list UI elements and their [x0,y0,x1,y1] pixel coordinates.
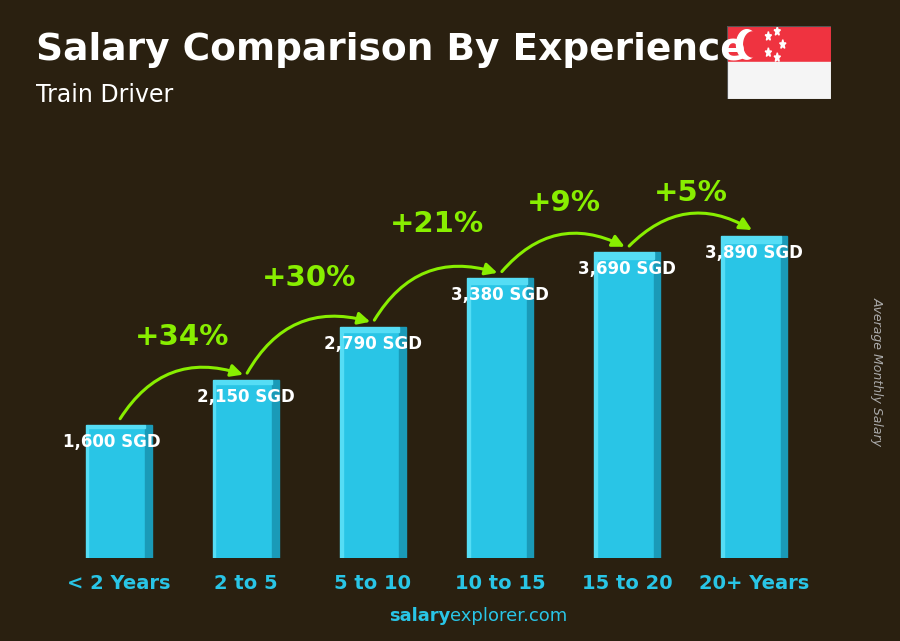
Polygon shape [743,32,761,57]
Bar [526,278,533,558]
Bar [721,236,788,558]
Polygon shape [774,53,780,62]
Bar [400,327,406,558]
Bar [781,236,788,558]
Bar [597,252,653,259]
Bar [467,278,470,558]
Bar [340,327,406,558]
Text: 3,380 SGD: 3,380 SGD [451,286,549,304]
Bar [467,278,533,558]
Text: Average Monthly Salary: Average Monthly Salary [871,297,884,446]
Text: salary: salary [389,607,450,625]
Bar [88,425,145,428]
Bar [212,379,279,558]
Bar [215,379,272,383]
Text: +30%: +30% [262,264,356,292]
Text: 3,890 SGD: 3,890 SGD [706,244,804,262]
Text: +21%: +21% [390,210,483,238]
Text: +5%: +5% [653,179,728,206]
Bar [470,278,526,284]
Bar [212,379,215,558]
Polygon shape [774,26,780,35]
Text: explorer.com: explorer.com [450,607,567,625]
Bar [86,425,88,558]
Bar [721,236,724,558]
Bar [340,327,343,558]
Text: 2,150 SGD: 2,150 SGD [197,388,294,406]
Text: 3,690 SGD: 3,690 SGD [579,260,676,278]
Polygon shape [765,47,771,56]
Text: +34%: +34% [135,322,230,351]
Polygon shape [736,29,757,59]
Text: +9%: +9% [526,189,600,217]
Bar [727,62,831,99]
Text: 2,790 SGD: 2,790 SGD [324,335,422,353]
Bar [272,379,279,558]
Bar [594,252,661,558]
Bar [145,425,152,558]
Bar [86,425,152,558]
Text: Train Driver: Train Driver [36,83,173,107]
Text: 1,600 SGD: 1,600 SGD [64,433,161,451]
Bar [727,26,831,62]
Bar [653,252,661,558]
Bar [343,327,400,332]
Bar [594,252,597,558]
Polygon shape [765,31,771,40]
Bar [724,236,781,243]
Text: Salary Comparison By Experience: Salary Comparison By Experience [36,32,746,68]
Polygon shape [779,40,786,48]
